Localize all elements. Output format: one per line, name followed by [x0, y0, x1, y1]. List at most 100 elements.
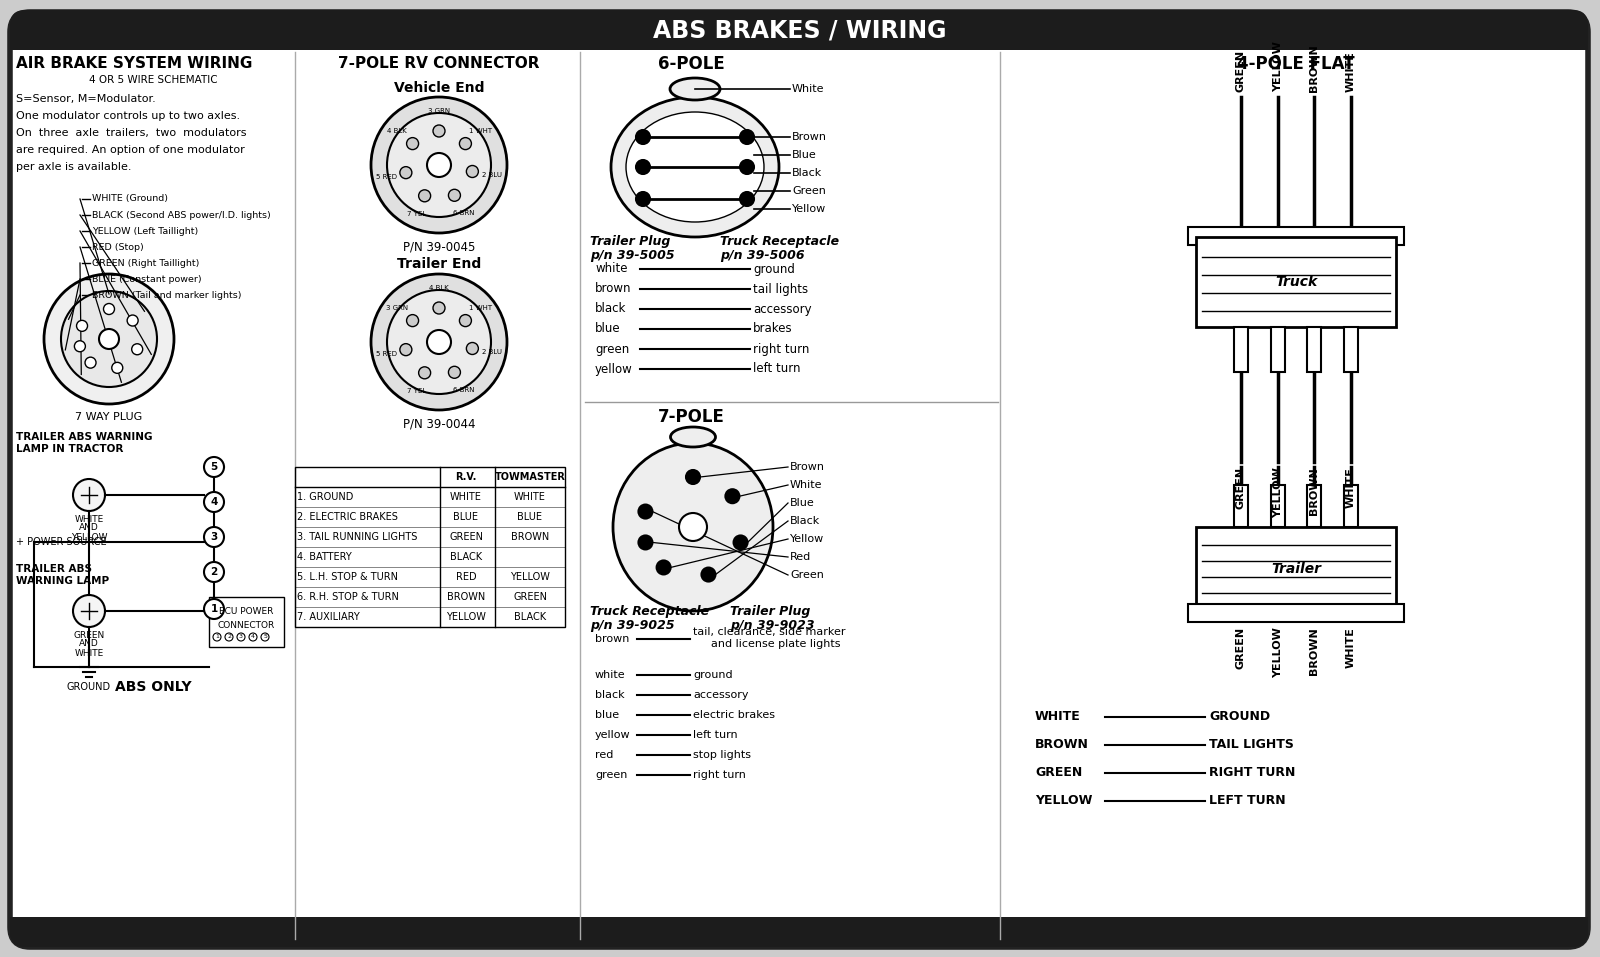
Circle shape [99, 329, 118, 349]
Circle shape [77, 321, 88, 331]
Circle shape [74, 479, 106, 511]
Bar [1344, 485, 1358, 527]
Text: AND: AND [78, 523, 99, 532]
Text: green: green [595, 770, 627, 780]
Circle shape [387, 290, 491, 394]
Circle shape [448, 367, 461, 378]
Text: GREEN: GREEN [450, 532, 483, 542]
Circle shape [400, 167, 411, 179]
Text: GREEN (Right Taillight): GREEN (Right Taillight) [93, 258, 200, 268]
Text: YELLOW: YELLOW [1274, 627, 1283, 678]
Text: 1. GROUND: 1. GROUND [298, 492, 354, 502]
Text: 3 GRN: 3 GRN [427, 108, 450, 114]
Text: RED: RED [456, 572, 477, 582]
Text: white: white [595, 670, 626, 680]
Text: black: black [595, 302, 626, 316]
Text: brakes: brakes [754, 323, 792, 336]
Text: white: white [595, 262, 627, 276]
Text: Green: Green [792, 186, 826, 196]
Text: 5: 5 [210, 462, 218, 472]
Text: TRAILER ABS WARNING: TRAILER ABS WARNING [16, 432, 152, 442]
Text: 5. L.H. STOP & TURN: 5. L.H. STOP & TURN [298, 572, 398, 582]
Circle shape [205, 527, 224, 547]
Text: green: green [595, 343, 629, 355]
Circle shape [126, 315, 138, 326]
Circle shape [213, 633, 221, 641]
Circle shape [459, 315, 472, 326]
Text: YELLOW: YELLOW [1035, 794, 1093, 808]
Bar [1234, 327, 1248, 372]
Text: blue: blue [595, 710, 619, 720]
Circle shape [387, 113, 491, 217]
Bar [10, 30, 1587, 50]
Text: 1: 1 [210, 604, 218, 614]
Text: 4 OR 5 WIRE SCHEMATIC: 4 OR 5 WIRE SCHEMATIC [88, 75, 218, 85]
Text: stop lights: stop lights [693, 750, 750, 760]
Text: WHITE: WHITE [450, 492, 482, 502]
Text: are required. An option of one modulator: are required. An option of one modulator [16, 145, 245, 155]
Circle shape [459, 138, 472, 149]
Text: GREEN: GREEN [514, 592, 547, 602]
Text: GROUND: GROUND [1210, 710, 1270, 723]
Text: 1 WHT: 1 WHT [469, 128, 493, 134]
Text: 4: 4 [251, 634, 254, 639]
Ellipse shape [670, 78, 720, 100]
Circle shape [237, 633, 245, 641]
Circle shape [250, 633, 258, 641]
Circle shape [85, 357, 96, 368]
Text: White: White [792, 84, 824, 94]
Text: 7 YEL: 7 YEL [406, 211, 426, 217]
Text: WHITE: WHITE [74, 515, 104, 523]
Text: R.V.: R.V. [456, 472, 477, 482]
Text: 5: 5 [262, 634, 267, 639]
Text: GREEN: GREEN [1235, 50, 1246, 92]
Circle shape [419, 189, 430, 202]
Bar [1307, 327, 1322, 372]
Text: 1: 1 [214, 634, 219, 639]
Text: TAIL LIGHTS: TAIL LIGHTS [1210, 739, 1294, 751]
Circle shape [371, 97, 507, 233]
Text: 5 RED: 5 RED [376, 174, 397, 180]
Text: tail lights: tail lights [754, 282, 808, 296]
Text: and license plate lights: and license plate lights [710, 639, 840, 649]
Text: Trailer End: Trailer End [397, 257, 482, 271]
Bar [1307, 485, 1322, 527]
Circle shape [686, 470, 701, 484]
Text: ground: ground [693, 670, 733, 680]
Text: right turn: right turn [693, 770, 746, 780]
Text: p/n 39-5005: p/n 39-5005 [590, 250, 675, 262]
Text: p/n 39-9025: p/n 39-9025 [590, 618, 675, 632]
Circle shape [205, 457, 224, 477]
Text: BROWN: BROWN [510, 532, 549, 542]
Text: 3: 3 [238, 634, 243, 639]
Text: WHITE: WHITE [74, 649, 104, 657]
Bar [10, 917, 1587, 937]
Text: 7-POLE RV CONNECTOR: 7-POLE RV CONNECTOR [338, 56, 539, 72]
Text: Blue: Blue [792, 150, 816, 160]
Text: black: black [595, 690, 624, 700]
Text: BROWN: BROWN [1309, 627, 1318, 675]
Bar [1197, 237, 1395, 327]
Circle shape [637, 192, 650, 206]
Circle shape [678, 513, 707, 541]
Text: Vehicle End: Vehicle End [394, 81, 485, 95]
Text: yellow: yellow [595, 363, 632, 375]
Circle shape [656, 561, 670, 574]
Text: per axle is available.: per axle is available. [16, 162, 131, 172]
Circle shape [638, 536, 653, 549]
Text: AND: AND [78, 639, 99, 649]
Bar [1344, 327, 1358, 372]
Circle shape [45, 274, 174, 404]
Text: 4: 4 [210, 497, 218, 507]
Circle shape [74, 595, 106, 627]
Text: Brown: Brown [792, 132, 827, 142]
Ellipse shape [611, 97, 779, 237]
Text: 3: 3 [210, 532, 218, 542]
Text: YELLOW (Left Taillight): YELLOW (Left Taillight) [93, 227, 198, 235]
Ellipse shape [626, 112, 765, 222]
Text: GROUND: GROUND [67, 682, 110, 692]
Text: WARNING LAMP: WARNING LAMP [16, 576, 109, 586]
Text: BROWN: BROWN [1309, 44, 1318, 92]
Text: right turn: right turn [754, 343, 810, 355]
Text: P/N 39-0045: P/N 39-0045 [403, 240, 475, 254]
